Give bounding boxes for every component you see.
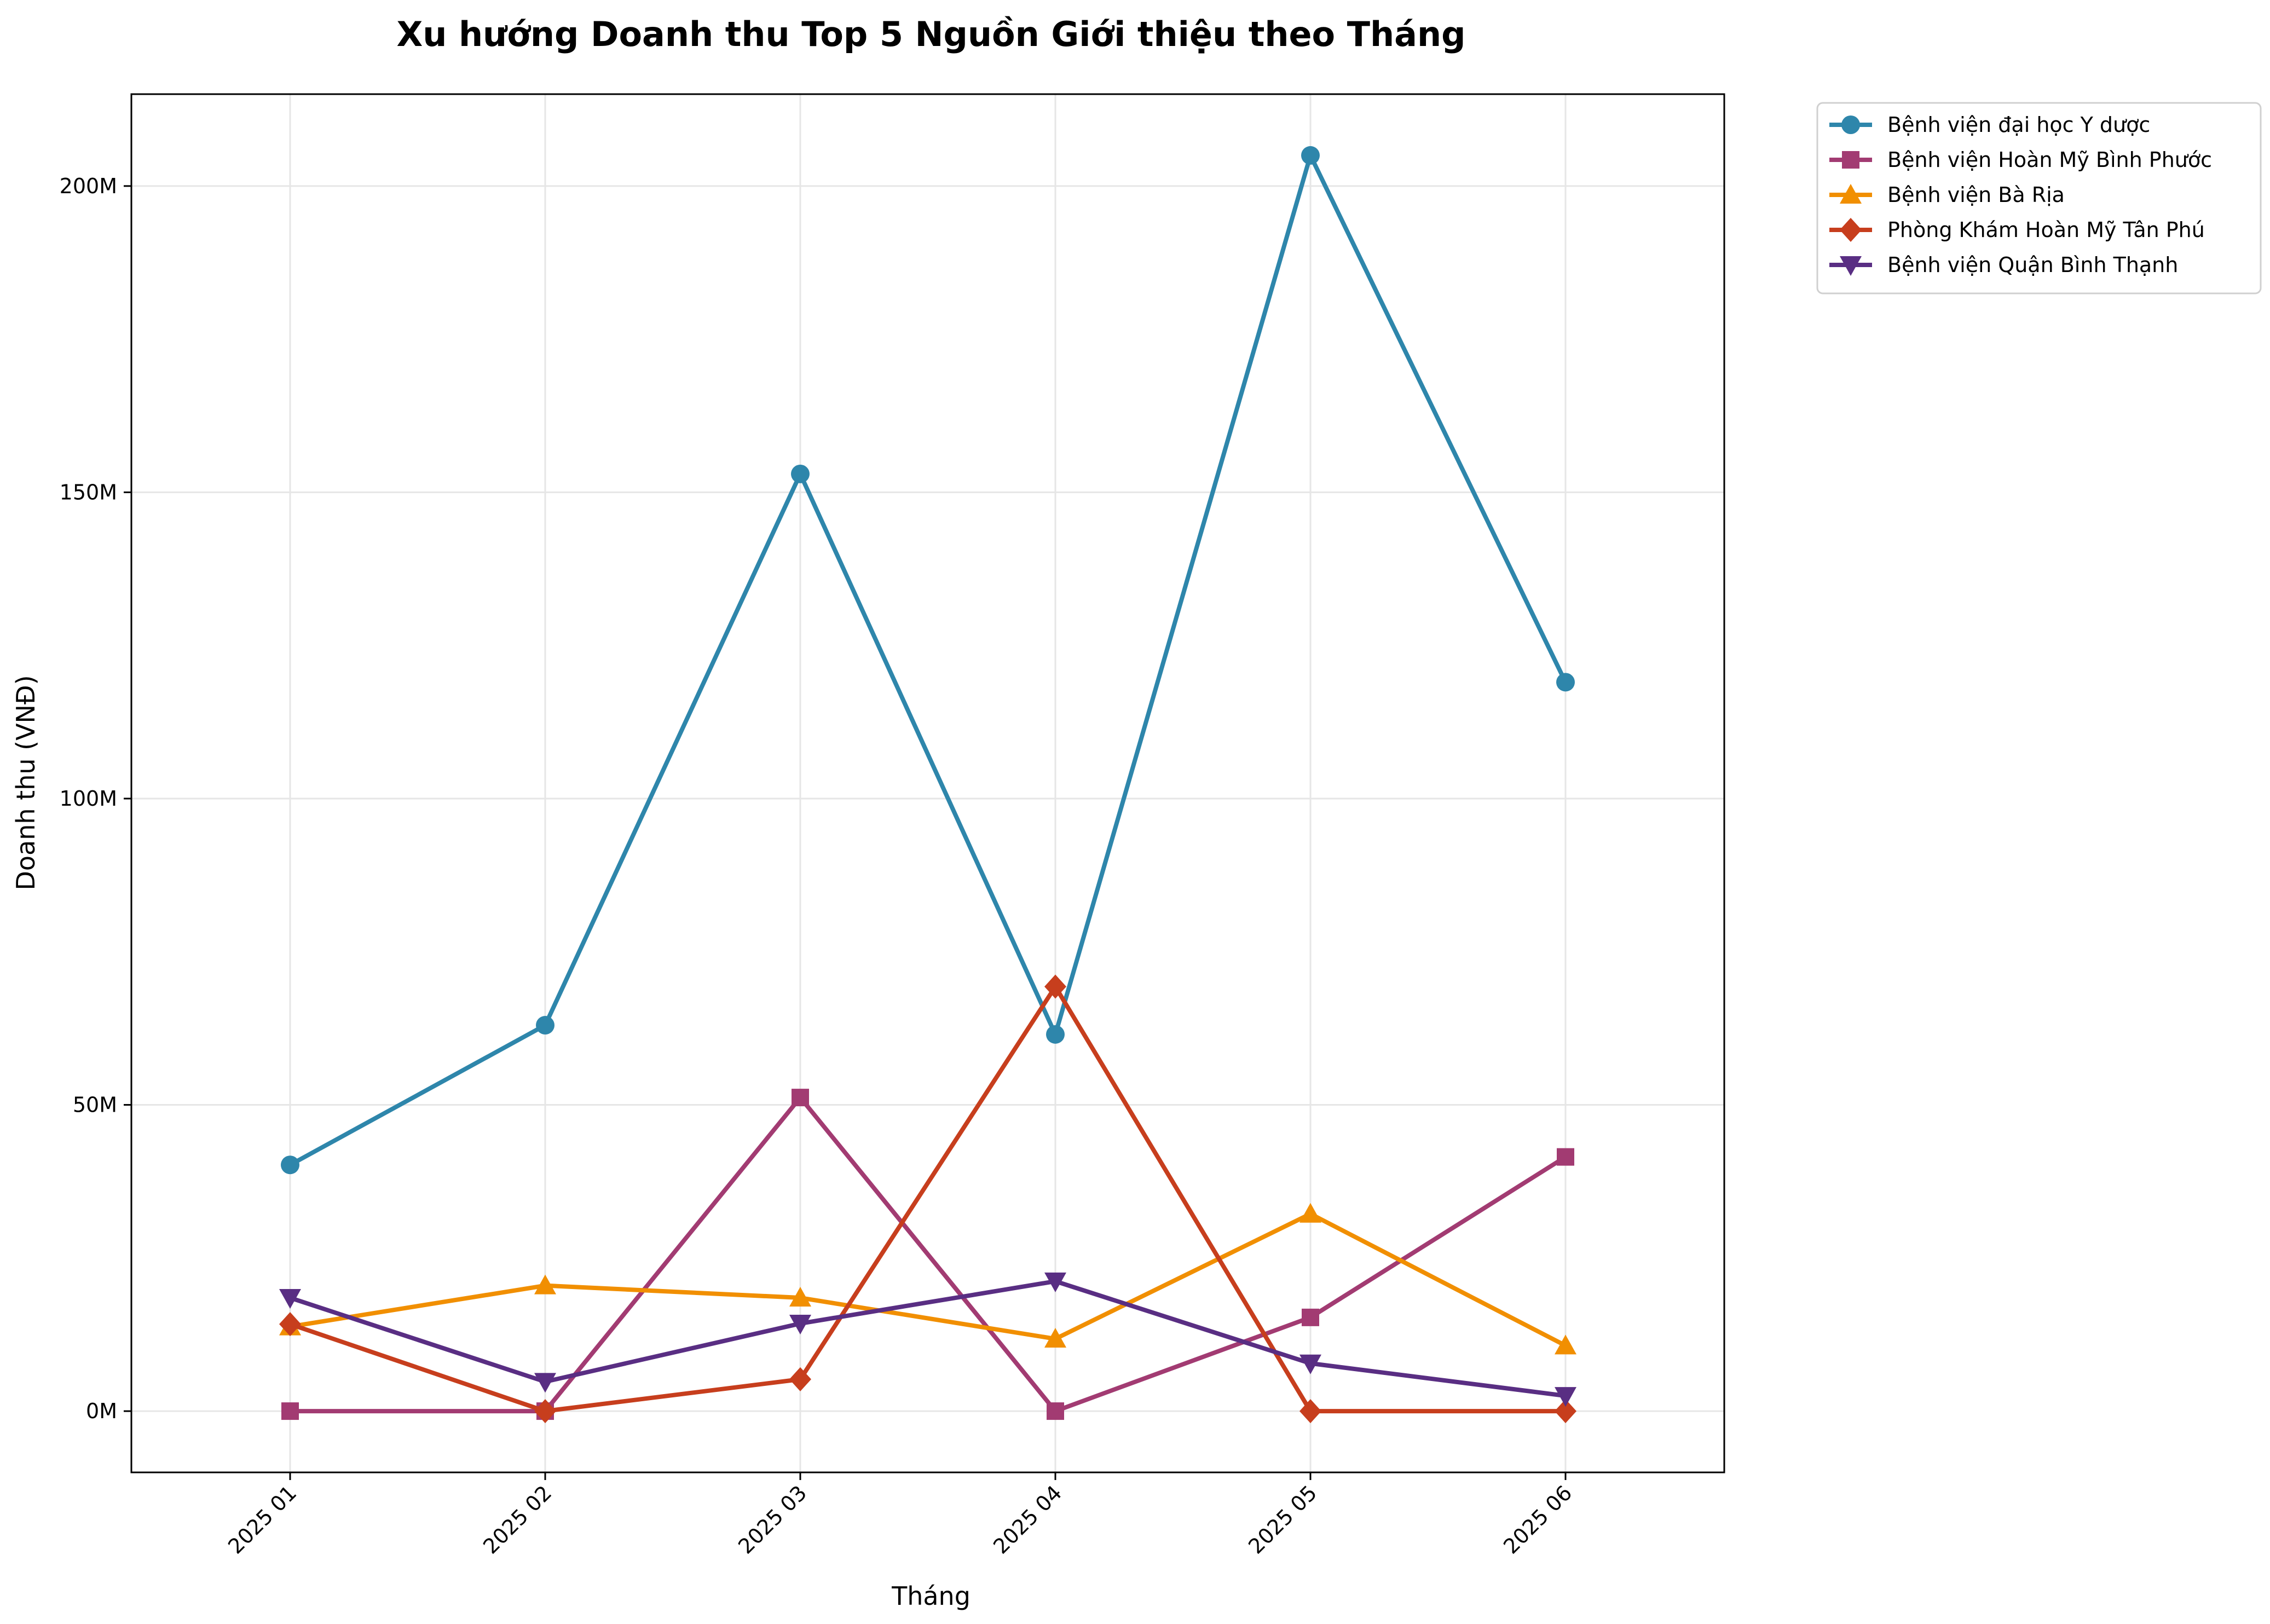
data-point bbox=[789, 1287, 811, 1307]
data-point bbox=[1299, 1354, 1321, 1374]
data-point bbox=[279, 1289, 301, 1309]
data-point bbox=[1047, 1402, 1064, 1420]
y-tick-label: 50M bbox=[73, 1093, 117, 1117]
data-point bbox=[534, 1373, 556, 1393]
data-point bbox=[534, 1399, 556, 1424]
data-point bbox=[1044, 1328, 1066, 1348]
data-point bbox=[281, 1155, 299, 1175]
y-tick-label: 150M bbox=[60, 480, 117, 504]
data-point bbox=[1555, 1399, 1576, 1424]
legend-item: Bệnh viện Quận Bình Thạnh bbox=[1829, 253, 2178, 277]
legend-item: Bệnh viện đại học Y dược bbox=[1829, 113, 2150, 137]
legend-marker bbox=[1840, 256, 1862, 276]
data-point bbox=[1046, 1025, 1065, 1044]
legend-item: Phòng Khám Hoàn Mỹ Tân Phú bbox=[1829, 218, 2205, 242]
data-point bbox=[534, 1274, 556, 1294]
series-5 bbox=[279, 1272, 1576, 1407]
legend: Bệnh viện đại học Y dược Bệnh viện Hoàn M… bbox=[1816, 102, 2262, 294]
data-point bbox=[1044, 1272, 1066, 1292]
data-point bbox=[1555, 1387, 1576, 1407]
data-point bbox=[1556, 673, 1575, 692]
series-line bbox=[288, 153, 1568, 1168]
series-line bbox=[288, 1279, 1568, 1398]
data-point bbox=[279, 1312, 301, 1337]
series-layer bbox=[279, 146, 1576, 1424]
x-axis-label: Tháng bbox=[891, 1581, 971, 1611]
legend-label: Phòng Khám Hoàn Mỹ Tân Phú bbox=[1887, 218, 2205, 242]
chart-title: Xu hướng Doanh thu Top 5 Nguồn Giới thiệ… bbox=[397, 14, 1466, 54]
data-point bbox=[1299, 1203, 1321, 1223]
series-line bbox=[288, 1211, 1568, 1348]
y-axis-label: Doanh thu (VNĐ) bbox=[11, 675, 41, 890]
data-point bbox=[536, 1016, 554, 1035]
legend-marker bbox=[1840, 218, 1862, 242]
legend-item: Bệnh viện Bà Rịa bbox=[1829, 183, 2065, 207]
data-point bbox=[789, 1367, 811, 1391]
legend-box bbox=[1816, 102, 2262, 294]
legend-label: Bệnh viện đại học Y dược bbox=[1887, 113, 2150, 137]
data-point bbox=[789, 1315, 811, 1335]
legend-label: Bệnh viện Hoàn Mỹ Bình Phước bbox=[1887, 148, 2212, 172]
data-point bbox=[1557, 1148, 1574, 1166]
data-point bbox=[1555, 1334, 1576, 1355]
series-line bbox=[288, 1095, 1568, 1414]
data-point bbox=[1044, 974, 1066, 999]
legend-marker bbox=[1841, 115, 1860, 134]
series-1 bbox=[281, 146, 1575, 1175]
y-tick-label: 200M bbox=[60, 174, 117, 198]
legend-item: Bệnh viện Hoàn Mỹ Bình Phước bbox=[1829, 148, 2212, 172]
y-tick-label: 100M bbox=[60, 787, 117, 811]
data-point bbox=[792, 1089, 809, 1107]
plot-area-frame bbox=[130, 93, 1725, 1473]
data-point bbox=[791, 464, 810, 483]
legend-label: Bệnh viện Bà Rịa bbox=[1887, 183, 2065, 207]
series-line bbox=[288, 984, 1568, 1414]
legend-label: Bệnh viện Quận Bình Thạnh bbox=[1887, 253, 2178, 277]
data-point bbox=[1302, 1308, 1319, 1326]
data-point bbox=[1301, 146, 1320, 165]
data-point bbox=[1299, 1399, 1321, 1424]
data-point bbox=[281, 1402, 299, 1420]
series-4 bbox=[279, 974, 1576, 1424]
legend-marker bbox=[1840, 184, 1862, 204]
legend-marker bbox=[1842, 151, 1859, 169]
y-tick-label: 0M bbox=[86, 1399, 117, 1423]
